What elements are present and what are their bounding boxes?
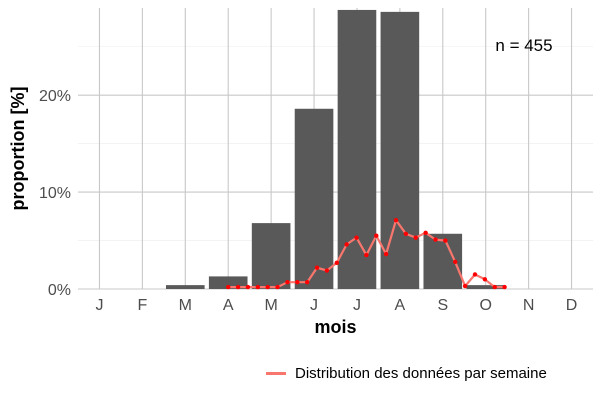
line-point — [423, 230, 428, 235]
line-point — [393, 218, 399, 223]
line-point — [453, 259, 458, 265]
x-axis-title: mois — [314, 317, 356, 337]
x-tick-label: D — [566, 297, 578, 314]
x-tick-label: A — [395, 297, 406, 314]
legend: Distribution des données par semaine — [266, 362, 547, 384]
legend-label: Distribution des données par semaine — [295, 364, 547, 382]
line-point — [502, 284, 507, 290]
x-tick-label: J — [95, 297, 103, 314]
line-point — [285, 280, 290, 285]
line-point — [235, 284, 241, 290]
x-tick-label: O — [479, 297, 491, 314]
sample-size-annotation: n = 455 — [495, 36, 552, 55]
y-tick-label: 20% — [39, 88, 71, 105]
line-point — [324, 268, 330, 273]
plot-panel — [78, 8, 593, 289]
x-tick-label: M — [264, 297, 277, 314]
x-tick-label: A — [223, 297, 234, 314]
line-point — [245, 284, 251, 290]
line-point — [413, 235, 418, 240]
line-point — [492, 284, 497, 290]
x-tick-label: J — [353, 297, 361, 314]
bar — [380, 11, 420, 290]
line-point — [226, 284, 231, 290]
line-point — [354, 235, 359, 240]
line-point — [314, 265, 320, 270]
line-point — [433, 237, 438, 242]
line-point — [472, 272, 478, 277]
line-point — [364, 252, 369, 258]
y-tick-label: 0% — [48, 282, 71, 299]
x-tick-label: J — [310, 297, 318, 314]
x-tick-label: N — [523, 297, 535, 314]
legend-line-key — [266, 371, 286, 375]
line-point — [374, 233, 379, 238]
line-point — [275, 284, 280, 290]
line-point — [295, 280, 300, 285]
bar — [294, 108, 334, 289]
x-tick-label: S — [437, 297, 448, 314]
line-point — [403, 231, 409, 236]
bar — [337, 9, 377, 290]
line-point — [304, 280, 310, 285]
line-point — [255, 284, 261, 290]
bar — [251, 223, 291, 289]
x-tick-label: F — [137, 297, 147, 314]
line-point — [344, 242, 349, 247]
line-point — [383, 251, 389, 257]
line-point — [265, 284, 270, 290]
y-axis-title: proportion [%] — [8, 87, 28, 211]
x-tick-label: M — [179, 297, 192, 314]
bar — [165, 285, 205, 289]
bar — [466, 285, 506, 289]
line-point — [462, 283, 468, 289]
y-tick-label: 10% — [39, 185, 71, 202]
line-point — [482, 277, 488, 282]
line-point — [334, 260, 339, 266]
line-point — [443, 238, 448, 243]
